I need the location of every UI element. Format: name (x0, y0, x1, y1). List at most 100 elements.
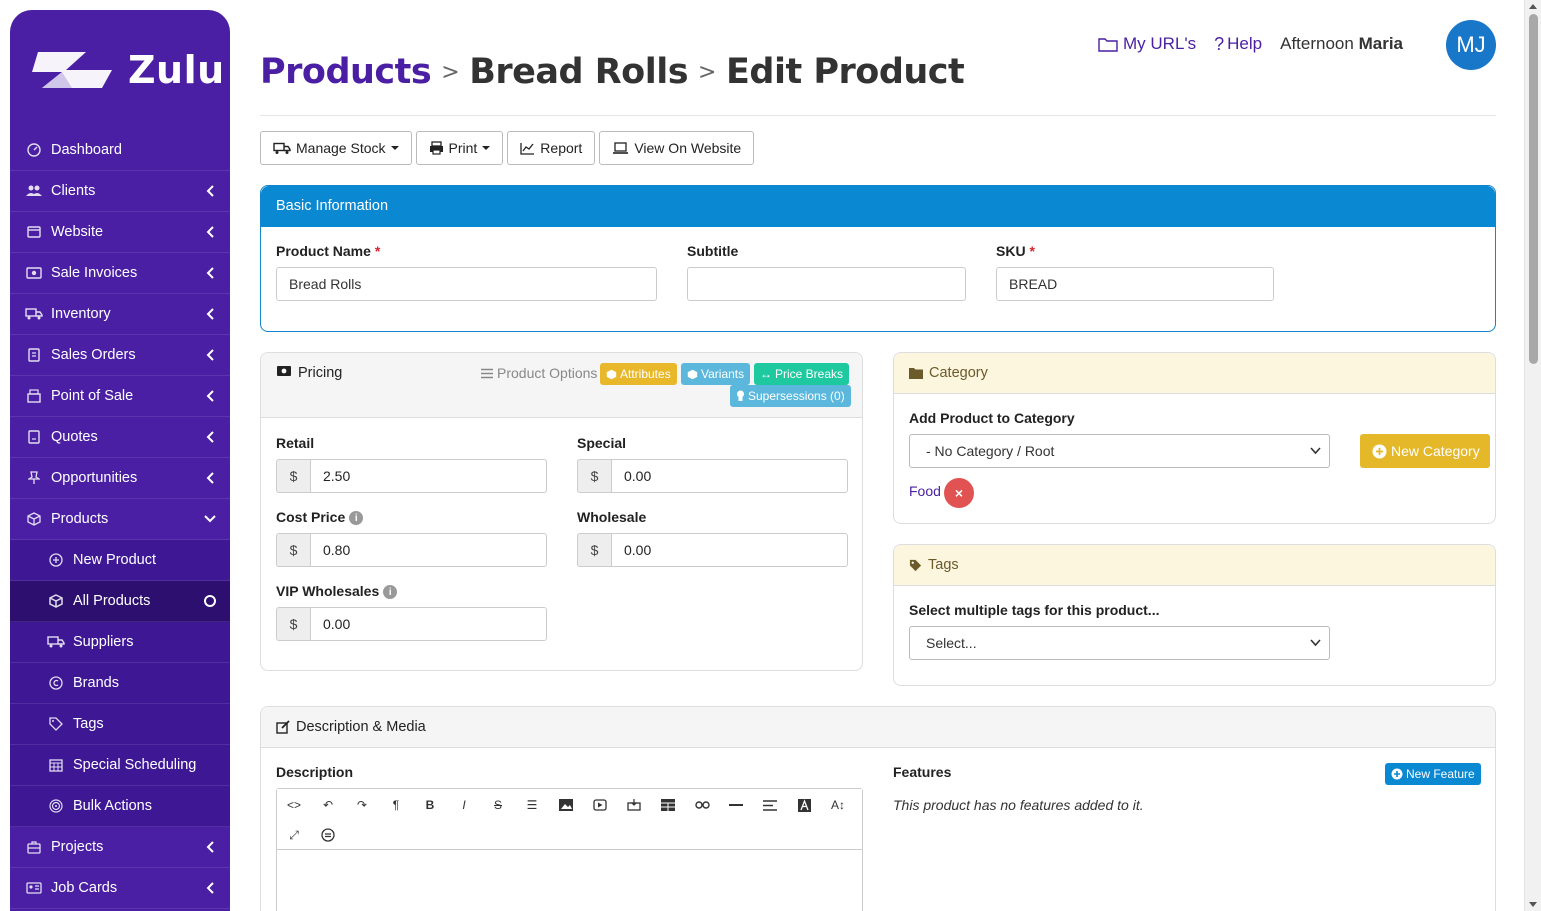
sidebar-subitem-new-product[interactable]: New Product (10, 540, 230, 581)
dashboard-icon (25, 141, 43, 159)
variants-button[interactable]: Variants (681, 363, 751, 385)
cube-icon (606, 369, 617, 379)
category-select[interactable]: - No Category / Root (909, 434, 1330, 468)
image-icon[interactable] (555, 794, 577, 816)
sidebar-item-label: Sale Invoices (51, 265, 138, 281)
strikethrough-icon[interactable]: S (493, 798, 502, 812)
plus-circle-icon (1391, 768, 1403, 780)
sidebar-item-products[interactable]: Products (10, 499, 230, 540)
sidebar-subitem-brands[interactable]: Brands (10, 663, 230, 704)
wholesale-field[interactable]: $ 0.00 (577, 533, 848, 567)
manage-stock-button[interactable]: Manage Stock (260, 131, 412, 165)
scroll-up-icon[interactable] (1529, 4, 1537, 9)
retail-label: Retail (276, 435, 315, 451)
panel-title: Tags (928, 557, 959, 573)
page-scrollbar[interactable] (1524, 0, 1541, 911)
redo-icon[interactable]: ↷ (356, 798, 368, 812)
sidebar-subitem-special-scheduling[interactable]: Special Scheduling (10, 745, 230, 786)
description-label: Description (276, 764, 354, 780)
breadcrumb-products[interactable]: Products (260, 52, 432, 92)
font-color-icon[interactable] (793, 794, 815, 816)
sidebar-item-website[interactable]: Website (10, 212, 230, 253)
vip-wholesales-input[interactable]: 0.00 (310, 607, 547, 641)
breadcrumb-product[interactable]: Bread Rolls (469, 52, 689, 92)
attributes-label: Attributes (620, 367, 671, 381)
sidebar-nav-bottom: Projects Job Cards (10, 827, 230, 909)
sidebar-item-sale-invoices[interactable]: Sale Invoices (10, 253, 230, 294)
info-icon[interactable]: i (349, 511, 364, 526)
panel-title: Description & Media (296, 719, 426, 735)
cost-price-input[interactable]: 0.80 (310, 533, 547, 567)
info-icon[interactable]: i (383, 585, 398, 600)
code-view-icon[interactable]: <> (286, 798, 301, 812)
bold-icon[interactable]: B (425, 798, 435, 812)
my-urls-link[interactable]: My URL's (1098, 34, 1196, 54)
sidebar-item-job-cards[interactable]: Job Cards (10, 868, 230, 909)
print-button[interactable]: Print (415, 131, 504, 165)
report-button[interactable]: Report (507, 131, 596, 165)
new-feature-button[interactable]: New Feature (1385, 763, 1481, 785)
sidebar-subitem-bulk-actions[interactable]: Bulk Actions (10, 786, 230, 827)
subtitle-input[interactable] (687, 267, 966, 301)
wholesale-input[interactable]: 0.00 (611, 533, 848, 567)
scroll-thumb[interactable] (1529, 14, 1538, 364)
sidebar-subitem-tags[interactable]: Tags (10, 704, 230, 745)
retail-input[interactable]: 2.50 (310, 459, 547, 493)
brand-logo[interactable]: Zulu (10, 10, 230, 130)
sidebar-item-dashboard[interactable]: Dashboard (10, 130, 230, 171)
sidebar-nav: Dashboard Clients Website Sale Invoices … (10, 130, 230, 540)
help-link[interactable]: ? Help (1214, 34, 1262, 55)
sidebar-item-inventory[interactable]: Inventory (10, 294, 230, 335)
retail-field[interactable]: $ 2.50 (276, 459, 547, 493)
tags-label: Select multiple tags for this product... (909, 602, 1160, 618)
truck-icon (25, 305, 43, 323)
align-icon[interactable] (759, 794, 781, 816)
table-icon[interactable] (657, 794, 679, 816)
tags-select[interactable]: Select... (909, 626, 1330, 660)
sidebar-item-quotes[interactable]: Quotes (10, 417, 230, 458)
supersessions-button[interactable]: Supersessions (0) (730, 385, 851, 407)
fullscreen-icon[interactable]: ⤢ (289, 827, 299, 842)
panel-title: Category (929, 365, 988, 381)
font-size-icon[interactable]: A↕ (830, 798, 845, 812)
required-mark: * (1029, 243, 1035, 259)
remove-category-button[interactable]: × (944, 478, 974, 508)
cost-price-field[interactable]: $ 0.80 (276, 533, 547, 567)
link-icon[interactable] (691, 794, 713, 816)
view-on-website-label: View On Website (634, 140, 742, 156)
avatar[interactable]: MJ (1446, 20, 1496, 70)
sku-input[interactable]: BREAD (996, 267, 1274, 301)
vip-wholesales-field[interactable]: $ 0.00 (276, 607, 547, 641)
price-breaks-button[interactable]: ↔ Price Breaks (754, 363, 850, 385)
sidebar-item-sales-orders[interactable]: Sales Orders (10, 335, 230, 376)
sidebar-item-projects[interactable]: Projects (10, 827, 230, 868)
video-icon[interactable] (589, 794, 611, 816)
currency-addon: $ (577, 533, 611, 567)
attributes-button[interactable]: Attributes (600, 363, 677, 385)
list-icon[interactable]: ☰ (526, 798, 538, 812)
new-category-button[interactable]: New Category (1360, 434, 1490, 468)
undo-icon[interactable]: ↶ (322, 798, 334, 812)
truck-icon (47, 633, 65, 651)
view-on-website-button[interactable]: View On Website (599, 131, 755, 165)
help-label: Help (1227, 34, 1263, 53)
scroll-down-icon[interactable] (1529, 902, 1537, 907)
sidebar-item-opportunities[interactable]: Opportunities (10, 458, 230, 499)
money-icon (25, 264, 43, 282)
clear-format-icon[interactable] (317, 824, 339, 846)
sidebar-item-point-of-sale[interactable]: Point of Sale (10, 376, 230, 417)
sidebar-subitem-all-products[interactable]: All Products (10, 581, 230, 622)
italic-icon[interactable]: I (462, 798, 466, 812)
horizontal-rule-icon[interactable] (725, 794, 747, 816)
greeting: Afternoon Maria (1280, 34, 1403, 54)
paragraph-icon[interactable]: ¶ (392, 798, 400, 812)
special-input[interactable]: 0.00 (611, 459, 848, 493)
product-name-input[interactable]: Bread Rolls (276, 267, 657, 301)
tags-select-placeholder: Select... (926, 635, 977, 651)
embed-icon[interactable] (623, 794, 645, 816)
special-field[interactable]: $ 0.00 (577, 459, 848, 493)
sidebar-subitem-suppliers[interactable]: Suppliers (10, 622, 230, 663)
assigned-category[interactable]: Food (909, 483, 941, 499)
sidebar-item-label: Dashboard (51, 142, 122, 158)
sidebar-item-clients[interactable]: Clients (10, 171, 230, 212)
